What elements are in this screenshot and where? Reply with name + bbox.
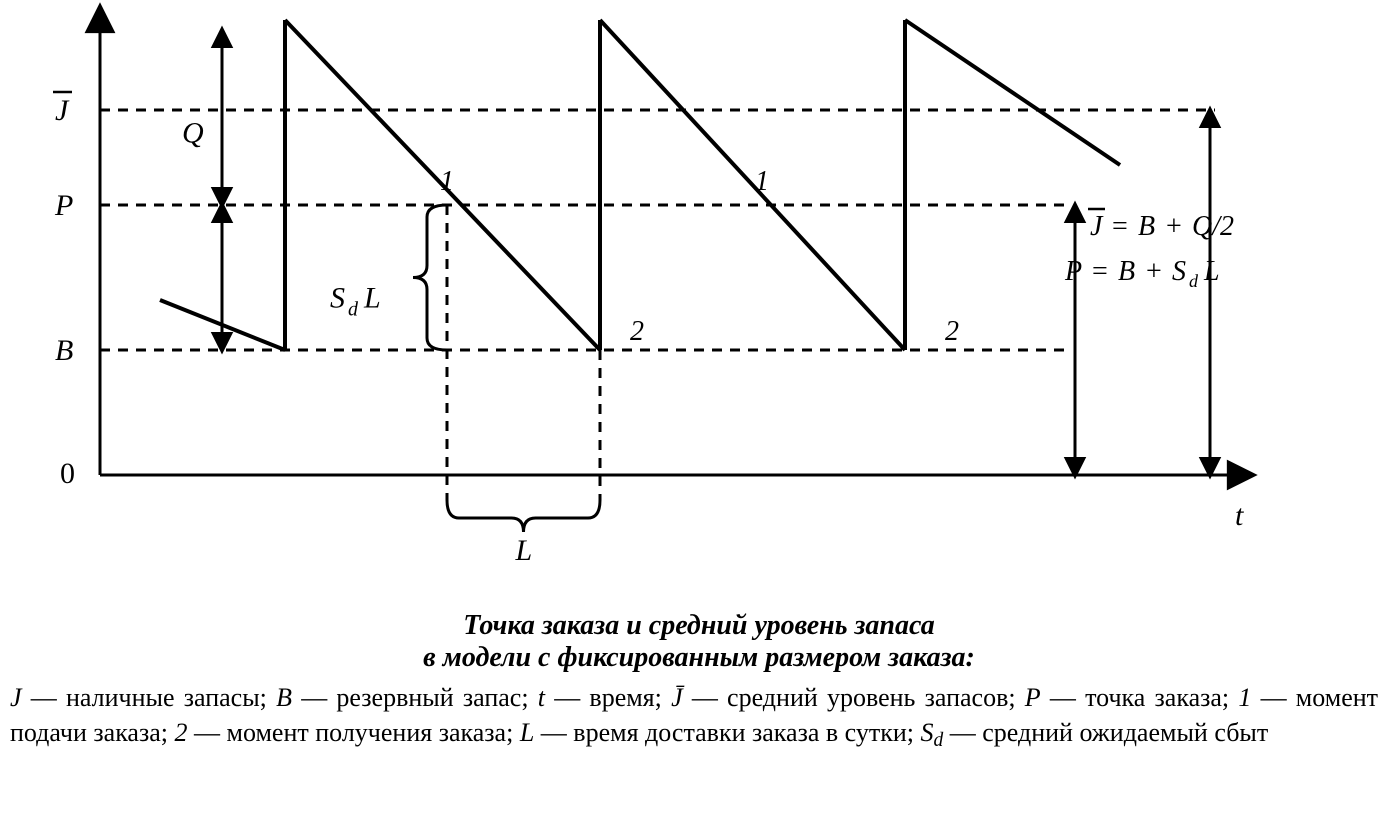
svg-text:1: 1: [440, 166, 454, 197]
svg-text:L: L: [515, 534, 533, 567]
svg-text:0: 0: [60, 457, 75, 490]
svg-text:d: d: [1189, 271, 1199, 291]
svg-text:B: B: [1118, 256, 1135, 287]
inventory-sawtooth-diagram: JPB0tQSdLL1122J=B+Q/2P=B+SdL: [0, 0, 1398, 600]
svg-text:L: L: [1203, 256, 1220, 287]
legend-text: — время доставки заказа в сутки;: [534, 718, 920, 747]
svg-text:L: L: [363, 282, 381, 315]
caption-title-1: Точка заказа и средний уровень запаса: [0, 610, 1398, 642]
legend-symbol-L: L: [520, 718, 534, 747]
svg-text:=: =: [1112, 211, 1128, 242]
svg-text:1: 1: [755, 166, 769, 197]
svg-text:2: 2: [945, 316, 959, 347]
svg-text:P: P: [54, 189, 73, 222]
legend-text: — момент получения заказа;: [188, 718, 520, 747]
svg-text:+: +: [1146, 256, 1162, 287]
legend-text: — средний уровень запасов;: [683, 683, 1025, 712]
dashed-levels: [100, 110, 1215, 500]
svg-text:+: +: [1166, 211, 1182, 242]
svg-text:2: 2: [630, 316, 644, 347]
svg-text:J: J: [55, 94, 70, 127]
legend-text: — средний ожидаемый сбыт: [943, 718, 1268, 747]
legend-symbol-t: t: [538, 683, 545, 712]
legend-symbol-B: B: [276, 683, 292, 712]
caption-title-2: в модели с фиксированным размером заказа…: [0, 642, 1398, 674]
legend-text: — точка заказа;: [1041, 683, 1239, 712]
figure-container: JPB0tQSdLL1122J=B+Q/2P=B+SdL Точка заказ…: [0, 0, 1398, 840]
axes-group: [100, 10, 1250, 475]
legend-text: — наличные запасы;: [22, 683, 277, 712]
legend-symbol-Sd-sub: d: [934, 730, 944, 751]
figure-caption: Точка заказа и средний уровень запаса в …: [0, 610, 1398, 754]
legend-symbol-2: 2: [175, 718, 188, 747]
svg-text:d: d: [348, 299, 359, 321]
legend-symbol-Sd: S: [921, 718, 934, 747]
svg-text:B: B: [1138, 211, 1155, 242]
legend-symbol-J: J: [10, 683, 22, 712]
legend-text: — резервный запас;: [292, 683, 538, 712]
legend-symbol-1: 1: [1238, 683, 1251, 712]
legend-text: — время;: [545, 683, 671, 712]
legend-symbol-P: P: [1025, 683, 1041, 712]
svg-text:S: S: [330, 282, 345, 315]
svg-text:Q/2: Q/2: [1192, 211, 1234, 242]
caption-legend: J — наличные запасы; B — резервный запас…: [0, 680, 1398, 754]
svg-text:J: J: [1090, 211, 1104, 242]
legend-symbol-Jbar: J̄: [671, 683, 683, 712]
svg-text:Q: Q: [182, 117, 204, 150]
svg-text:P: P: [1064, 256, 1082, 287]
svg-text:S: S: [1172, 256, 1186, 287]
svg-text:=: =: [1092, 256, 1108, 287]
sawtooth-lines: [160, 20, 1120, 350]
measure-arrows: [222, 30, 1210, 475]
svg-text:t: t: [1235, 499, 1244, 532]
svg-text:B: B: [55, 334, 73, 367]
